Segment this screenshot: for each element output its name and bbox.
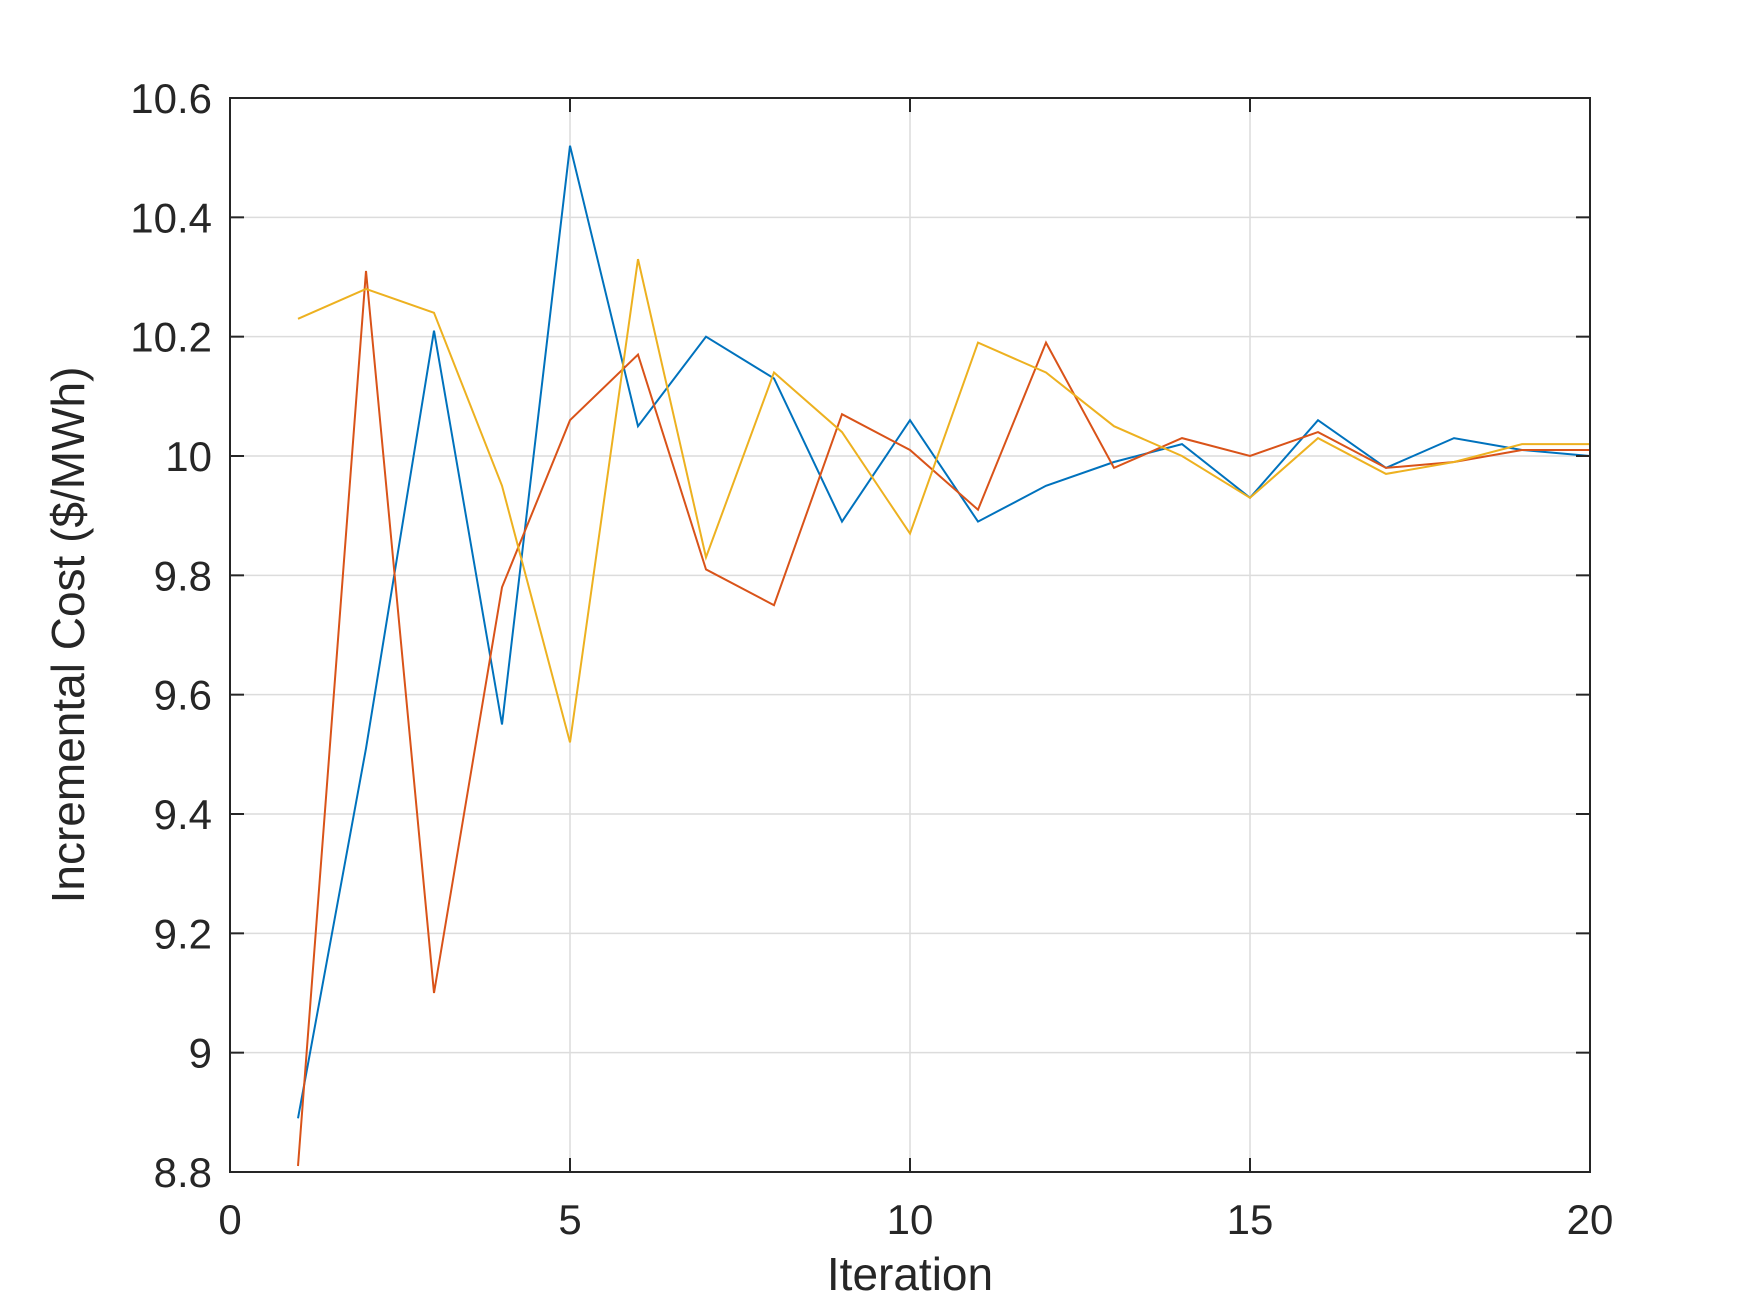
tick-marks	[229, 97, 1591, 1173]
series-line-2	[297, 270, 1590, 1167]
y-tick-label: 9	[189, 1030, 212, 1077]
y-tick-label: 10.4	[130, 194, 212, 241]
y-tick-label: 10	[165, 433, 212, 480]
series-line-3	[297, 258, 1590, 743]
series-line-1	[297, 145, 1591, 1119]
x-tick-label: 10	[887, 1196, 934, 1243]
y-tick-label: 10.2	[130, 314, 212, 361]
grid	[230, 98, 1590, 1172]
y-tick-label: 8.8	[154, 1149, 212, 1196]
y-tick-label: 9.6	[154, 672, 212, 719]
y-tick-label: 9.4	[154, 791, 212, 838]
y-tick-label: 9.8	[154, 552, 212, 599]
y-tick-label: 10.6	[130, 75, 212, 122]
x-tick-label: 5	[558, 1196, 581, 1243]
y-axis-label: Incremental Cost ($/MWh)	[42, 367, 94, 904]
y-tick-label: 9.2	[154, 910, 212, 957]
x-tick-label: 20	[1567, 1196, 1614, 1243]
x-axis-label: Iteration	[827, 1248, 993, 1300]
y-tick-labels: 8.8 9 9.2 9.4 9.6 9.8 10 10.2 10.4 10.6	[130, 75, 212, 1196]
x-tick-label: 15	[1227, 1196, 1274, 1243]
x-tick-labels: 0 5 10 15 20	[218, 1196, 1613, 1243]
series-lines	[297, 145, 1591, 1167]
x-tick-label: 0	[218, 1196, 241, 1243]
